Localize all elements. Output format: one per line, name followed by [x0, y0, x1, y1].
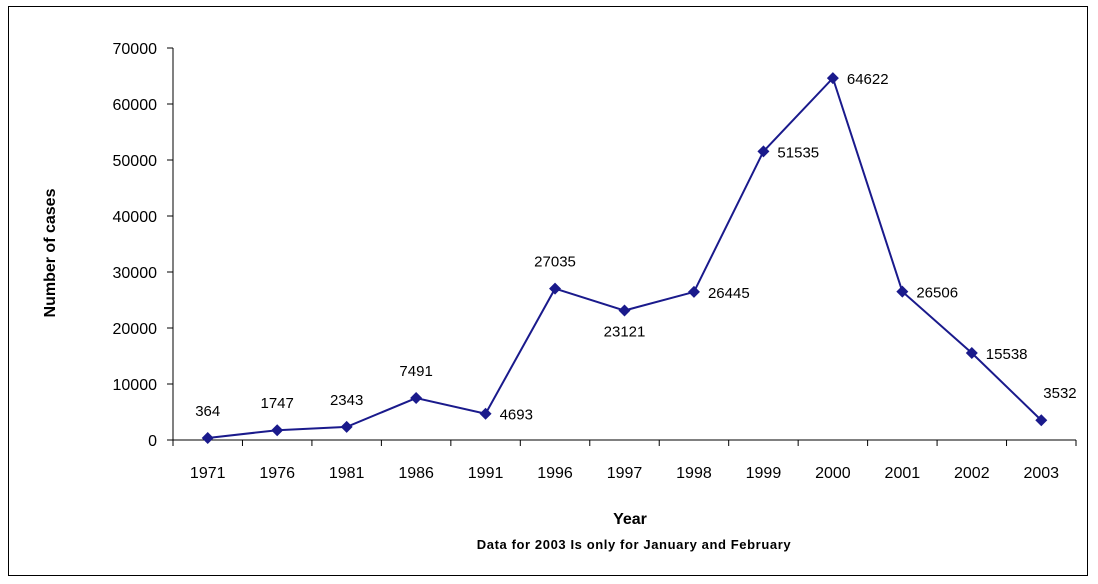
data-label: 15538 — [986, 346, 1028, 363]
data-label: 64622 — [847, 71, 889, 88]
data-point-marker — [896, 285, 909, 298]
data-labels: 364 1747 2343 7491 4693 27035 23121 26445 51535 6… — [195, 71, 1076, 424]
data-label: 2343 — [330, 392, 363, 409]
x-tick-label: 2003 — [1023, 465, 1059, 482]
data-point-marker — [410, 392, 423, 405]
y-tick-label: 40000 — [113, 209, 158, 226]
x-tick-label: 1997 — [607, 465, 643, 482]
data-point-marker — [1035, 414, 1048, 427]
x-tick-label: 1986 — [398, 465, 434, 482]
data-point-marker — [618, 304, 631, 317]
data-point-marker — [826, 72, 839, 85]
data-point-marker — [687, 285, 700, 298]
data-point-marker — [757, 145, 770, 158]
x-tick-label: 1996 — [537, 465, 573, 482]
y-tick-label: 30000 — [113, 265, 158, 282]
data-label: 1747 — [261, 395, 294, 412]
data-label: 27035 — [534, 254, 576, 271]
data-point-marker — [549, 282, 562, 295]
data-label: 26506 — [916, 285, 958, 302]
data-label: 51535 — [777, 144, 819, 161]
data-point-marker — [271, 424, 284, 437]
chart-note: Data for 2003 Is only for January and Fe… — [477, 537, 792, 552]
x-tick-label: 1981 — [329, 465, 365, 482]
x-tick-label: 1976 — [259, 465, 295, 482]
data-label: 23121 — [604, 324, 646, 341]
series-line — [207, 76, 1042, 439]
y-tick-label: 0 — [148, 433, 157, 450]
data-point-marker — [201, 431, 214, 444]
data-point-marker — [965, 346, 978, 359]
y-axis-title: Number of cases — [42, 188, 59, 317]
x-tick-label: 1999 — [746, 465, 782, 482]
y-tick-label: 10000 — [113, 377, 158, 394]
data-point-marker — [479, 407, 492, 420]
data-label: 3532 — [1043, 385, 1076, 402]
x-axis-title: Year — [613, 511, 647, 528]
x-tick-label: 1991 — [468, 465, 504, 482]
x-tick-label: 2002 — [954, 465, 990, 482]
y-tick-label: 70000 — [113, 41, 158, 58]
x-tick-label: 2001 — [885, 465, 921, 482]
x-axis: 1971 1976 1981 1986 1991 1996 1997 1998 1999 2000… — [172, 439, 1077, 482]
y-tick-label: 20000 — [113, 321, 158, 338]
chart-frame: 0 10000 20000 30000 40000 50000 60000 70000 197… — [8, 6, 1088, 576]
x-tick-label: 1998 — [676, 465, 712, 482]
data-point-marker — [340, 420, 353, 433]
y-tick-label: 50000 — [113, 153, 158, 170]
y-tick-label: 60000 — [113, 97, 158, 114]
line-chart: 0 10000 20000 30000 40000 50000 60000 70000 197… — [42, 41, 1077, 552]
data-label: 4693 — [500, 407, 533, 424]
y-axis: 0 10000 20000 30000 40000 50000 60000 70000 — [113, 41, 174, 450]
data-label: 26445 — [708, 285, 750, 302]
data-label: 7491 — [399, 363, 432, 380]
x-tick-label: 2000 — [815, 465, 851, 482]
data-label: 364 — [195, 403, 220, 420]
x-tick-label: 1971 — [190, 465, 226, 482]
series-line-group — [201, 72, 1048, 444]
